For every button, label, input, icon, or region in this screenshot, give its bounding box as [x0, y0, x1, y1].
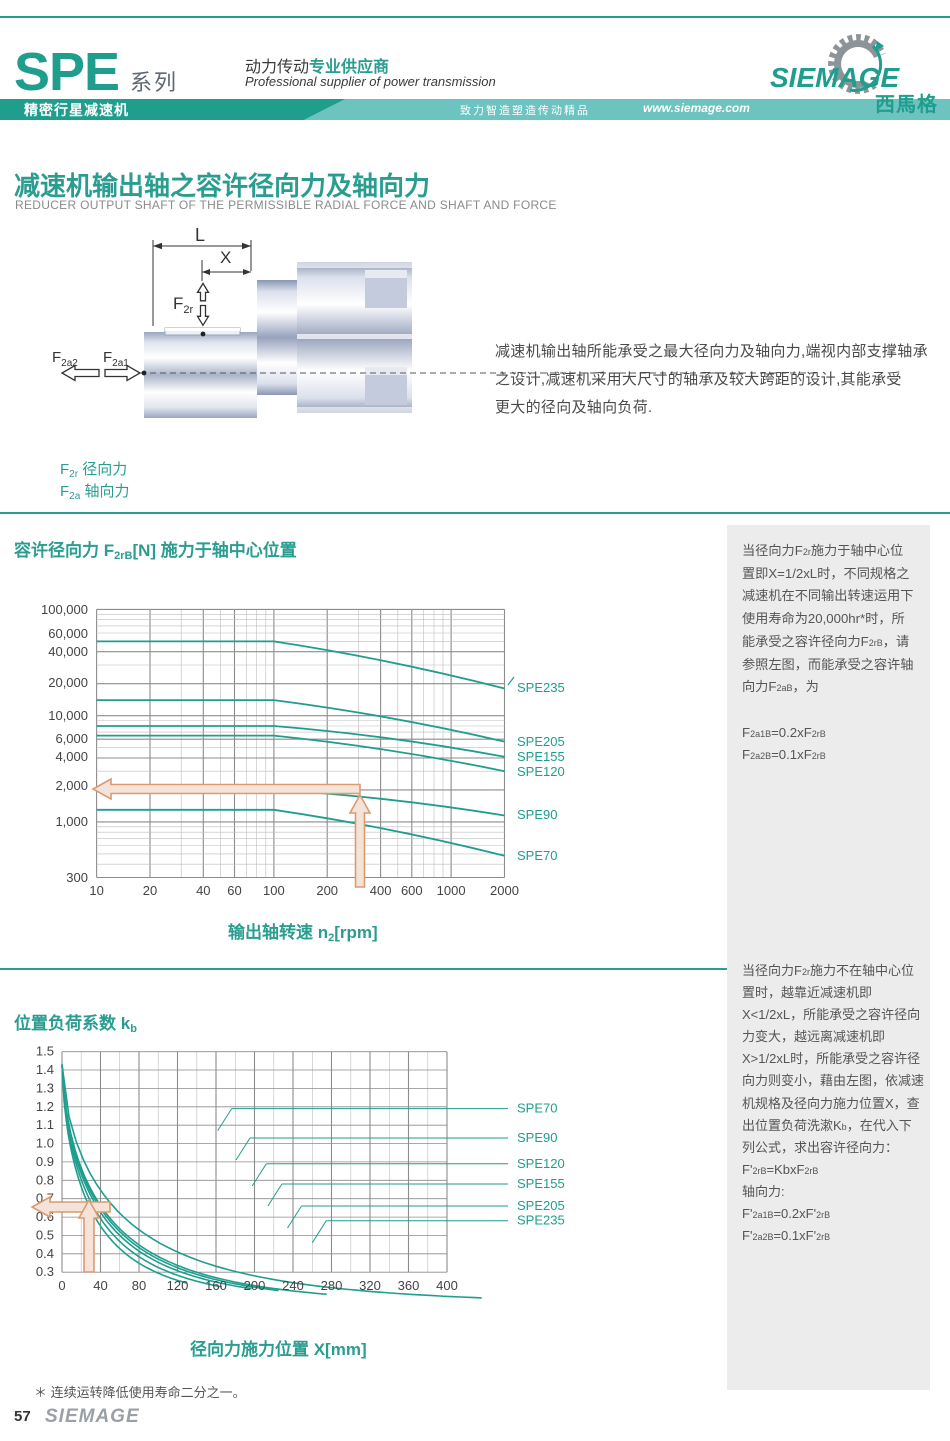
svg-text:0.8: 0.8: [36, 1172, 54, 1187]
svg-text:0.9: 0.9: [36, 1154, 54, 1169]
svg-text:SPE120: SPE120: [517, 1156, 565, 1171]
svg-text:0.3: 0.3: [36, 1264, 54, 1279]
svg-text:40: 40: [93, 1278, 107, 1293]
svg-text:120: 120: [167, 1278, 189, 1293]
svg-text:0: 0: [58, 1278, 65, 1293]
svg-text:SPE70: SPE70: [517, 1101, 557, 1116]
svg-text:360: 360: [398, 1278, 420, 1293]
svg-text:1.4: 1.4: [36, 1062, 54, 1077]
svg-text:240: 240: [282, 1278, 304, 1293]
svg-text:1.1: 1.1: [36, 1117, 54, 1132]
svg-text:1.3: 1.3: [36, 1080, 54, 1095]
svg-text:0.5: 0.5: [36, 1227, 54, 1242]
svg-text:0.4: 0.4: [36, 1246, 54, 1261]
svg-text:1.5: 1.5: [36, 1044, 54, 1059]
svg-text:200: 200: [244, 1278, 266, 1293]
svg-text:SPE90: SPE90: [517, 1130, 557, 1145]
svg-text:SPE205: SPE205: [517, 1198, 565, 1213]
svg-text:400: 400: [436, 1278, 458, 1293]
svg-text:1.2: 1.2: [36, 1099, 54, 1114]
svg-text:80: 80: [132, 1278, 146, 1293]
svg-text:320: 320: [359, 1278, 381, 1293]
svg-text:1.0: 1.0: [36, 1136, 54, 1151]
svg-text:SPE235: SPE235: [517, 1213, 565, 1228]
svg-text:280: 280: [321, 1278, 343, 1293]
svg-text:160: 160: [205, 1278, 227, 1293]
svg-text:SPE155: SPE155: [517, 1176, 565, 1191]
